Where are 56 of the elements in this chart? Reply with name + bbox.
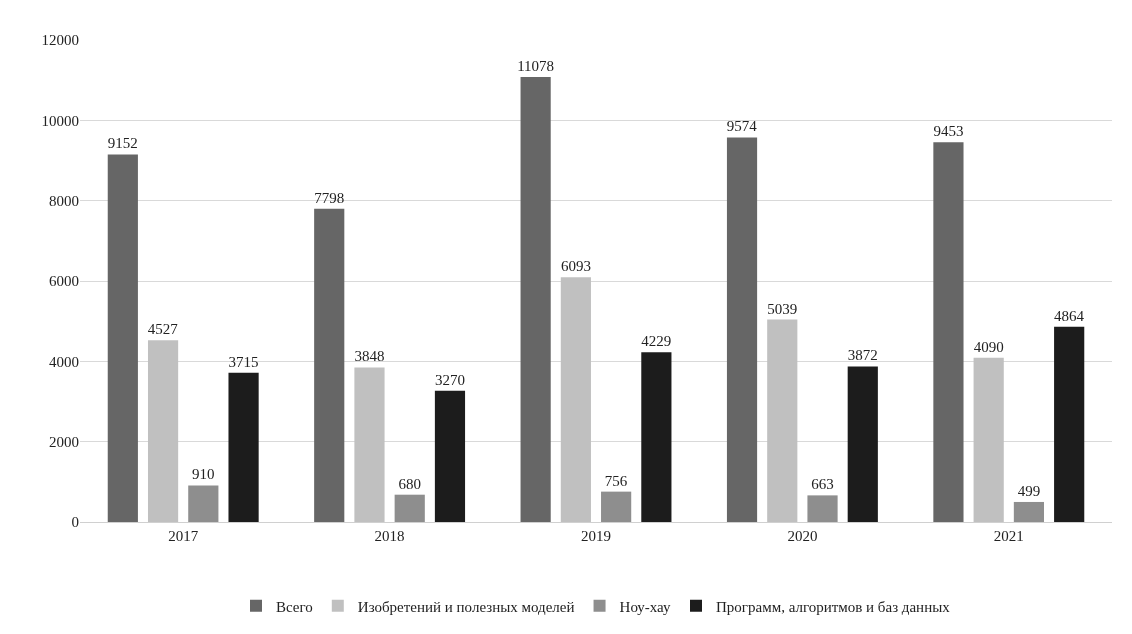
data-label: 910 [192,466,215,483]
bar [601,491,632,522]
legend-label: Изобретений и полезных моделей [357,598,575,615]
data-label: 9574 [726,118,758,135]
data-label: 11078 [517,58,555,75]
x-tick-label: 2018 [374,528,405,544]
y-tick-label: 6000 [49,273,79,290]
data-label: 6093 [560,258,591,275]
data-label: 3872 [847,347,878,364]
bar [394,494,425,522]
bar [1013,501,1045,522]
bar [107,154,138,522]
x-tick-label: 2019 [581,528,611,544]
y-tick-label: 10000 [41,112,79,129]
bar [147,340,179,522]
bar [641,352,672,522]
legend-label: Ноу-хау [619,598,671,615]
data-label: 4527 [147,321,179,338]
bar [560,277,591,522]
data-label: 499 [1017,482,1041,499]
x-tick-label: 2021 [993,528,1024,544]
y-tick-label: 2000 [49,433,79,450]
bar [1054,326,1085,522]
data-label: 3270 [434,371,465,388]
bar [434,390,466,522]
bar [973,357,1004,522]
bar [314,208,345,522]
bar [520,77,551,522]
data-label: 663 [811,476,834,493]
y-tick-label: 8000 [49,192,79,209]
data-label: 5039 [767,300,798,317]
data-label: 4864 [1053,307,1085,324]
bar [933,142,964,522]
data-label: 9152 [107,135,138,152]
bar [726,137,758,522]
data-label: 4229 [641,333,672,350]
bar [228,372,259,522]
bar [188,485,219,522]
data-label: 680 [398,475,421,492]
x-tick-label: 2017 [168,528,199,544]
legend-label: Всего [276,598,313,615]
y-tick-label: 4000 [49,353,79,370]
data-label: 3848 [354,348,385,365]
data-label: 3715 [228,353,259,370]
bar [354,367,385,522]
data-label: 7798 [314,189,345,206]
bar [847,366,878,522]
data-label: 4090 [973,338,1004,355]
bar [767,319,798,522]
y-tick-label: 0 [71,514,79,531]
data-label: 756 [604,472,628,489]
bar [807,495,838,522]
y-tick-label: 12000 [41,32,79,49]
x-tick-label: 2020 [787,528,818,544]
data-label: 9453 [933,123,964,140]
legend-label: Программ, алгоритмов и баз данных [716,598,951,615]
